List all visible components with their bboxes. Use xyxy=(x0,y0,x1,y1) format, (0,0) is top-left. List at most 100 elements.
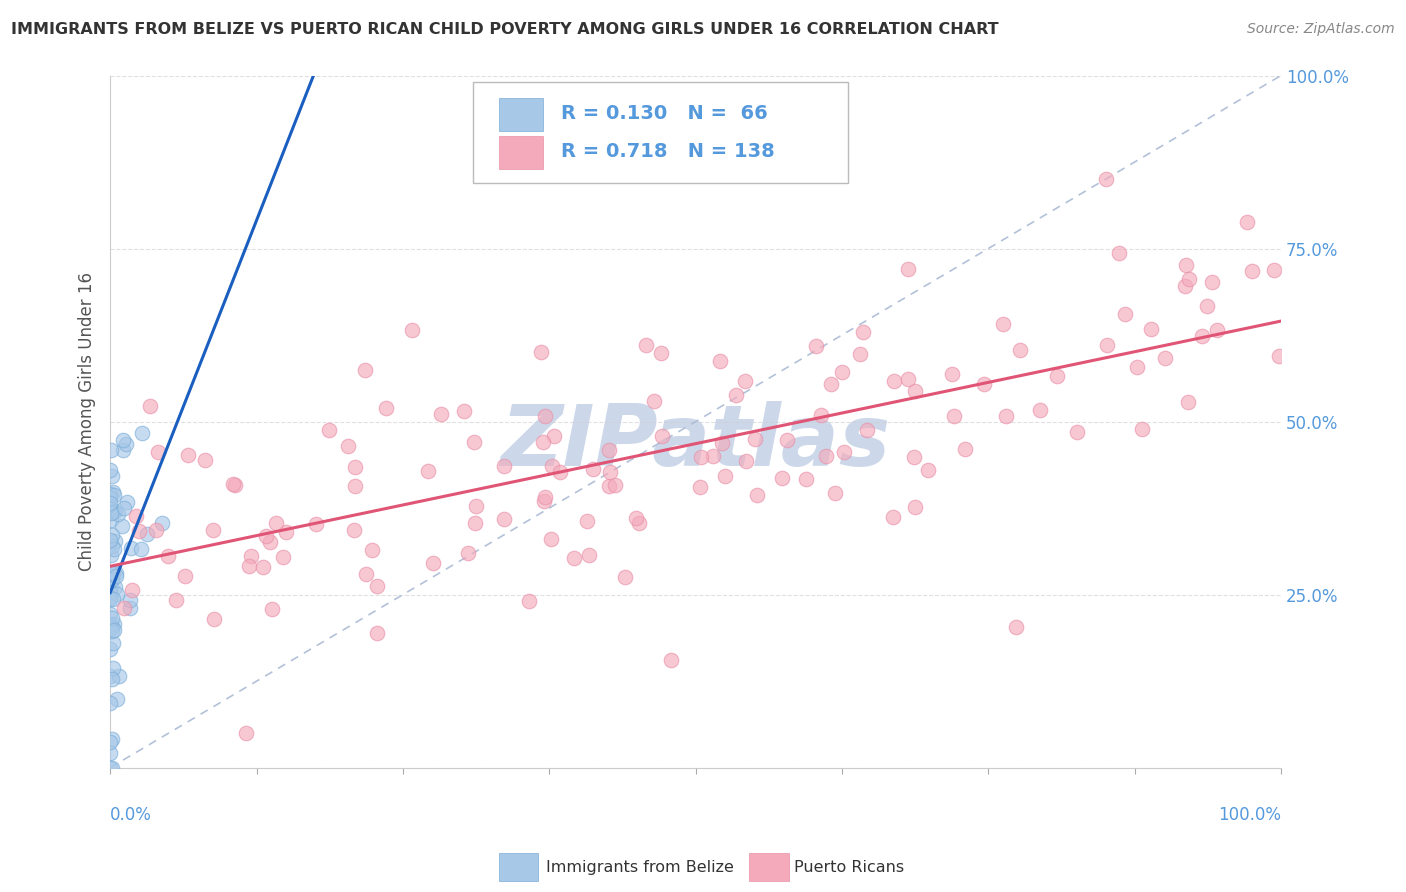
Point xyxy=(98,669,121,683)
Point xyxy=(177,448,200,462)
Point xyxy=(337,439,360,453)
Point xyxy=(650,346,672,360)
Point xyxy=(917,463,939,477)
Point xyxy=(98,642,121,657)
Point xyxy=(260,602,283,616)
Point xyxy=(98,585,121,599)
Point xyxy=(734,453,756,467)
Point xyxy=(103,623,125,637)
Point xyxy=(100,566,122,580)
Point xyxy=(202,612,225,626)
Text: Immigrants from Belize: Immigrants from Belize xyxy=(546,860,734,874)
Point xyxy=(101,624,124,639)
Point xyxy=(264,516,287,530)
Point xyxy=(131,426,153,441)
Point xyxy=(651,429,673,443)
Point xyxy=(517,594,540,608)
Point xyxy=(904,500,927,515)
Point xyxy=(1114,307,1136,321)
Point xyxy=(98,496,121,510)
Point xyxy=(101,619,124,633)
Point xyxy=(953,442,976,456)
Point xyxy=(541,459,564,474)
Point xyxy=(548,466,571,480)
Point xyxy=(105,569,128,583)
Point xyxy=(100,621,122,635)
Point xyxy=(852,325,875,339)
Point xyxy=(401,323,423,337)
Point xyxy=(1263,262,1285,277)
Point xyxy=(118,601,141,615)
Point xyxy=(259,534,281,549)
Point xyxy=(598,478,620,492)
Point xyxy=(98,696,121,710)
Point xyxy=(810,408,832,422)
Point xyxy=(709,354,731,368)
Point xyxy=(224,477,246,491)
Point xyxy=(530,344,553,359)
Point xyxy=(543,428,565,442)
Point xyxy=(271,549,294,564)
Point xyxy=(1191,329,1213,343)
Point xyxy=(135,526,157,541)
Point xyxy=(1153,351,1175,365)
Point xyxy=(103,616,125,631)
FancyBboxPatch shape xyxy=(472,82,848,183)
Point xyxy=(659,653,682,667)
Point xyxy=(98,761,121,775)
Point xyxy=(531,434,554,449)
Point xyxy=(354,566,377,581)
Point xyxy=(201,523,224,537)
Text: R = 0.718   N = 138: R = 0.718 N = 138 xyxy=(561,142,775,161)
Text: ZIPatlas: ZIPatlas xyxy=(501,401,890,483)
Point xyxy=(1028,403,1050,417)
Point xyxy=(1066,425,1088,440)
Point xyxy=(689,480,711,494)
Point xyxy=(194,453,217,467)
Point xyxy=(318,423,340,437)
Point xyxy=(104,566,127,580)
Point xyxy=(103,541,125,556)
Point xyxy=(111,519,134,533)
Point xyxy=(603,477,626,491)
Point xyxy=(598,443,620,458)
Point xyxy=(776,433,799,447)
Point xyxy=(120,541,142,556)
Point xyxy=(464,516,486,530)
Point xyxy=(129,541,152,556)
Point xyxy=(101,539,124,553)
Point xyxy=(626,510,648,524)
Point xyxy=(138,400,160,414)
Point xyxy=(1240,264,1263,278)
Point xyxy=(344,479,367,493)
Point xyxy=(1268,349,1291,363)
Point xyxy=(354,363,377,377)
Point xyxy=(100,506,122,520)
Point xyxy=(274,524,297,539)
Point xyxy=(430,407,453,421)
Point xyxy=(973,377,995,392)
Point xyxy=(422,556,444,570)
Point xyxy=(745,487,768,501)
Point xyxy=(820,377,842,392)
Point xyxy=(100,549,122,563)
Point xyxy=(107,508,129,522)
Text: 100.0%: 100.0% xyxy=(1218,805,1281,824)
Point xyxy=(112,442,135,457)
Point xyxy=(360,543,382,558)
Point xyxy=(1201,275,1223,289)
Point xyxy=(463,435,485,450)
Point xyxy=(366,579,388,593)
Point xyxy=(689,450,711,464)
Point xyxy=(564,551,586,566)
Point xyxy=(1130,422,1153,436)
Point xyxy=(156,549,179,564)
Point xyxy=(465,500,488,514)
Point xyxy=(848,347,870,361)
Point xyxy=(540,533,562,547)
Text: Source: ZipAtlas.com: Source: ZipAtlas.com xyxy=(1247,22,1395,37)
Point xyxy=(613,570,636,584)
Point xyxy=(238,559,260,574)
Point xyxy=(534,409,557,423)
Point xyxy=(98,746,121,760)
